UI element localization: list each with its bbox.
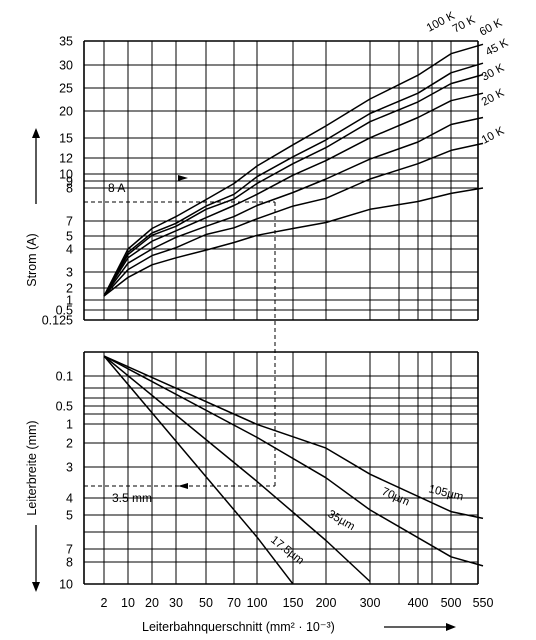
top-y-tick-label: 9: [66, 175, 73, 189]
top-y-tick-label: 8: [66, 182, 73, 196]
axis-labels: Strom (A) Leiterbreite (mm) Leiterbahnquer…: [25, 128, 456, 634]
top-curve-label: 60 K: [478, 17, 505, 39]
annotation-width-label: 3.5 mm: [112, 491, 152, 505]
arrow-head-right: [178, 175, 188, 181]
bottom-y-axis-label: Leiterbreite (mm): [25, 420, 39, 515]
bottom-y-tick-label: 1: [66, 418, 73, 432]
top-y-tick-label: 12: [59, 152, 73, 166]
bottom-y-tick-label: 10: [59, 578, 73, 592]
bottom-y-tick-label: 5: [66, 509, 73, 523]
annotation-current-label: 8 A: [108, 181, 125, 195]
top-y-tick-label: 0.125: [42, 314, 73, 328]
x-tick-label: 20: [145, 596, 159, 610]
top-y-tick-label: 7: [66, 215, 73, 229]
x-tick-label: 150: [283, 596, 304, 610]
x-axis-arrow-head: [446, 623, 456, 631]
bottom-y-tick-label: 8: [66, 556, 73, 570]
top-curve: [103, 62, 484, 297]
top-y-tick-label: 2: [66, 282, 73, 296]
x-tick-label: 50: [199, 596, 213, 610]
bottom-curve: [103, 355, 484, 520]
top-y-tick-label: 10: [59, 168, 73, 182]
arrow-head-left: [178, 483, 188, 489]
x-tick-label: 70: [227, 596, 241, 610]
bottom-curve-label: 105µm: [427, 483, 464, 503]
top-curve: [103, 92, 484, 297]
bottom-axis-arrow-head: [32, 582, 40, 592]
top-y-tick-label: 0.5: [56, 304, 73, 318]
bottom-y-tick-label: 2: [66, 437, 73, 451]
top-axis-arrow-head: [32, 128, 40, 138]
top-y-tick-label: 35: [59, 35, 73, 49]
bottom-curve: [103, 355, 294, 585]
top-y-axis-label: Strom (A): [25, 233, 39, 286]
x-tick-label: 100: [247, 596, 268, 610]
bottom-curve: [103, 355, 371, 583]
x-axis-label: Leiterbahnquerschnitt (mm² · 10⁻³): [142, 620, 335, 634]
top-y-tick-label: 5: [66, 230, 73, 244]
top-curve: [103, 116, 484, 297]
top-curve-label: 100 K: [425, 10, 457, 35]
top-y-tick-label: 4: [66, 243, 73, 257]
top-panel-grid: [83, 40, 479, 321]
x-tick-label: 500: [441, 596, 462, 610]
tick-labels: 35302520151210987543210.50.1250.10.51234…: [42, 35, 494, 611]
bottom-curve-label: 35µm: [326, 508, 357, 533]
x-tick-label: 2: [101, 596, 108, 610]
bottom-curve-label: 70µm: [380, 486, 411, 509]
top-curve-label: 30 K: [480, 62, 507, 84]
top-curve-label: 10 K: [480, 125, 507, 147]
bottom-y-tick-label: 7: [66, 543, 73, 557]
top-y-tick-label: 25: [59, 82, 73, 96]
top-curve: [103, 43, 484, 297]
x-tick-label: 300: [360, 596, 381, 610]
top-y-tick-label: 3: [66, 266, 73, 280]
guide-lines: 8 A 3.5 mm: [84, 175, 276, 505]
bottom-y-tick-label: 0.5: [56, 400, 73, 414]
x-tick-label: 550: [473, 596, 494, 610]
bottom-y-tick-label: 3: [66, 461, 73, 475]
bottom-y-tick-label: 0.1: [56, 370, 73, 384]
top-y-tick-label: 1: [66, 294, 73, 308]
top-curve-label: 20 K: [480, 87, 507, 109]
top-curve: [103, 142, 484, 297]
x-tick-label: 30: [169, 596, 183, 610]
top-y-tick-label: 15: [59, 132, 73, 146]
bottom-curve: [103, 355, 484, 567]
top-y-tick-label: 20: [59, 105, 73, 119]
top-curve: [103, 187, 484, 297]
x-tick-label: 400: [408, 596, 429, 610]
top-y-tick-label: 30: [59, 59, 73, 73]
top-curve-label: 45 K: [484, 37, 511, 59]
x-tick-label: 200: [316, 596, 337, 610]
x-tick-label: 10: [121, 596, 135, 610]
top-curve: [103, 73, 484, 297]
bottom-y-tick-label: 4: [66, 492, 73, 506]
